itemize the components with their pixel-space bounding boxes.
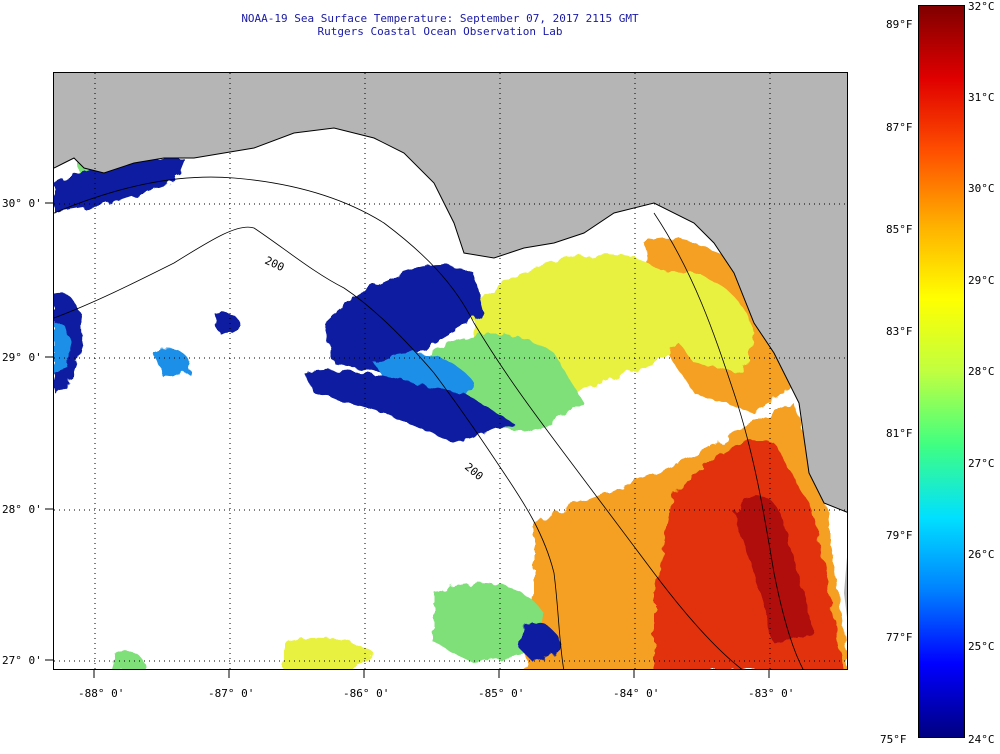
sst-patch-cold-panhandle [54, 156, 184, 213]
celsius-label: 31°C [968, 91, 995, 104]
celsius-label: 29°C [968, 274, 995, 287]
lat-label: 27° 0' [2, 654, 42, 667]
celsius-label: 25°C [968, 640, 995, 653]
fahrenheit-label: 81°F [886, 427, 913, 440]
lon-label: -87° 0' [208, 687, 254, 700]
celsius-label: 32°C [968, 0, 995, 13]
lon-label: -84° 0' [613, 687, 659, 700]
land-mass [54, 73, 847, 513]
lon-label: -85° 0' [478, 687, 524, 700]
bathymetry-contour-shelf [653, 212, 804, 669]
fahrenheit-label: 85°F [886, 223, 913, 236]
temperature-colorbar [918, 5, 965, 738]
sst-patch-hottest [734, 494, 814, 643]
celsius-label: 26°C [968, 548, 995, 561]
lat-label: 30° 0' [2, 197, 42, 210]
fahrenheit-label: 77°F [886, 631, 913, 644]
sst-patch-cool-west [54, 322, 71, 373]
sst-map-canvas: 200 200 [54, 73, 847, 669]
celsius-label: 27°C [968, 457, 995, 470]
fahrenheit-label: 87°F [886, 121, 913, 134]
sst-patch-cold-south [519, 622, 560, 663]
bathymetry-contour-200 [54, 226, 565, 669]
sst-patch-cold-bigbend [324, 265, 484, 373]
fahrenheit-label: 83°F [886, 325, 913, 338]
sst-patch-green-sw [109, 651, 145, 669]
sst-patch-cold-offshore [304, 370, 514, 443]
sst-patches [54, 102, 847, 669]
celsius-label: 28°C [968, 365, 995, 378]
land-south-florida [844, 557, 847, 617]
fahrenheit-label: 89°F [886, 18, 913, 31]
lon-label: -83° 0' [748, 687, 794, 700]
lat-label: 28° 0' [2, 503, 42, 516]
lon-label: -88° 0' [78, 687, 124, 700]
celsius-label: 24°C [968, 733, 995, 746]
sst-patch-green-south [434, 582, 544, 663]
fahrenheit-label: 75°F [880, 733, 907, 746]
sst-patch-blue-center [154, 349, 190, 378]
sst-patch-yellow-east [654, 271, 754, 373]
coastline [54, 127, 847, 513]
sst-map[interactable]: 200 200 [53, 72, 848, 670]
lat-label: 29° 0' [2, 351, 42, 364]
chart-title: NOAA-19 Sea Surface Temperature: Septemb… [241, 12, 639, 25]
chart-subtitle: Rutgers Coastal Ocean Observation Lab [317, 25, 563, 38]
lon-label: -86° 0' [343, 687, 389, 700]
celsius-label: 30°C [968, 182, 995, 195]
sst-patch-blue-center2 [214, 311, 240, 333]
sst-patch-yellow-south [284, 637, 374, 669]
fahrenheit-label: 79°F [886, 529, 913, 542]
bathymetry-contour-100 [54, 176, 743, 669]
